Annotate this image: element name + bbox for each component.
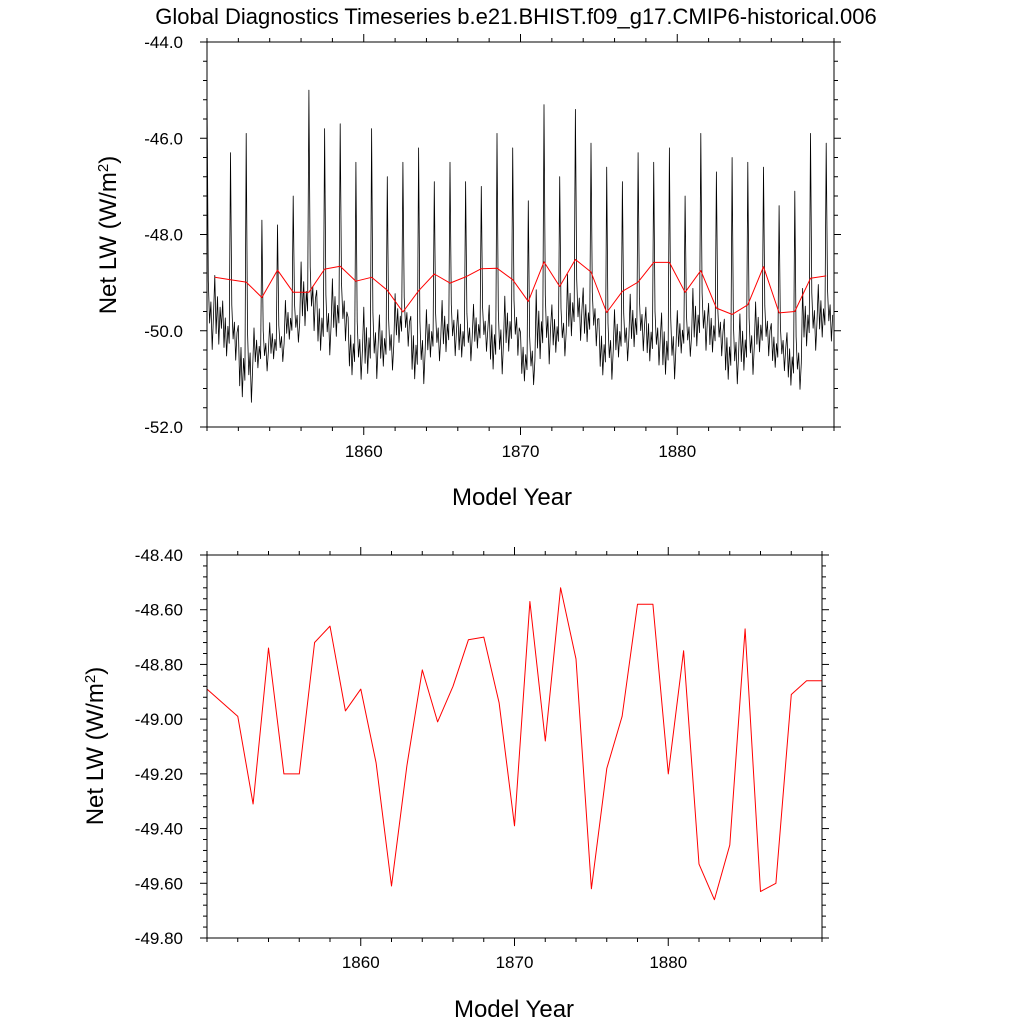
x-tick-label: 1870 <box>502 442 540 461</box>
panel-annual: -49.80 -49.60 -49.40 -49.20 -49.00 -48.80 -48.… <box>82 546 829 1023</box>
chart-title: Global Diagnostics Timeseries b.e21.BHIS… <box>155 4 876 29</box>
plot-frame-bottom <box>206 554 823 939</box>
series-line-monthly <box>206 89 834 403</box>
x-tick-label: 1880 <box>649 953 687 972</box>
plot-area-top <box>206 89 834 403</box>
x-tick-label: 1860 <box>345 442 383 461</box>
axis-ticks-top: -52.0 -50.0 -48.0 -46.0 -44.0 1860 1870 1880 <box>144 33 841 461</box>
series-line-annual-mean <box>206 587 822 901</box>
y-tick-label: -50.0 <box>144 322 183 341</box>
plot-frame-top <box>206 41 835 428</box>
y-tick-label: -48.40 <box>135 546 183 565</box>
y-tick-label: -48.60 <box>135 601 183 620</box>
plot-area-bottom <box>206 587 822 901</box>
panel-monthly-and-annual: -52.0 -50.0 -48.0 -46.0 -44.0 1860 1870 1880 Mo… <box>95 33 841 511</box>
x-tick-label: 1870 <box>496 953 534 972</box>
y-tick-label: -49.20 <box>135 765 183 784</box>
series-line-annual-mean <box>214 259 827 315</box>
y-tick-label: -44.0 <box>144 33 183 52</box>
y-tick-label: -48.80 <box>135 655 183 674</box>
y-tick-label: -48.0 <box>144 226 183 245</box>
y-tick-label: -46.0 <box>144 129 183 148</box>
y-tick-label: -49.40 <box>135 820 183 839</box>
x-axis-label-bottom: Model Year <box>454 996 574 1023</box>
x-tick-label: 1860 <box>342 953 380 972</box>
y-axis-label-top: Net LW (W/m2) <box>95 156 123 315</box>
x-tick-label: 1880 <box>658 442 696 461</box>
y-tick-label: -49.80 <box>135 929 183 948</box>
y-tick-label: -49.00 <box>135 710 183 729</box>
axis-ticks-bottom: -49.80 -49.60 -49.40 -49.20 -49.00 -48.80 -48.… <box>135 546 829 972</box>
y-tick-label: -49.60 <box>135 874 183 893</box>
x-axis-label-top: Model Year <box>452 484 572 511</box>
y-tick-label: -52.0 <box>144 418 183 437</box>
y-axis-label-bottom: Net LW (W/m2) <box>82 667 110 826</box>
